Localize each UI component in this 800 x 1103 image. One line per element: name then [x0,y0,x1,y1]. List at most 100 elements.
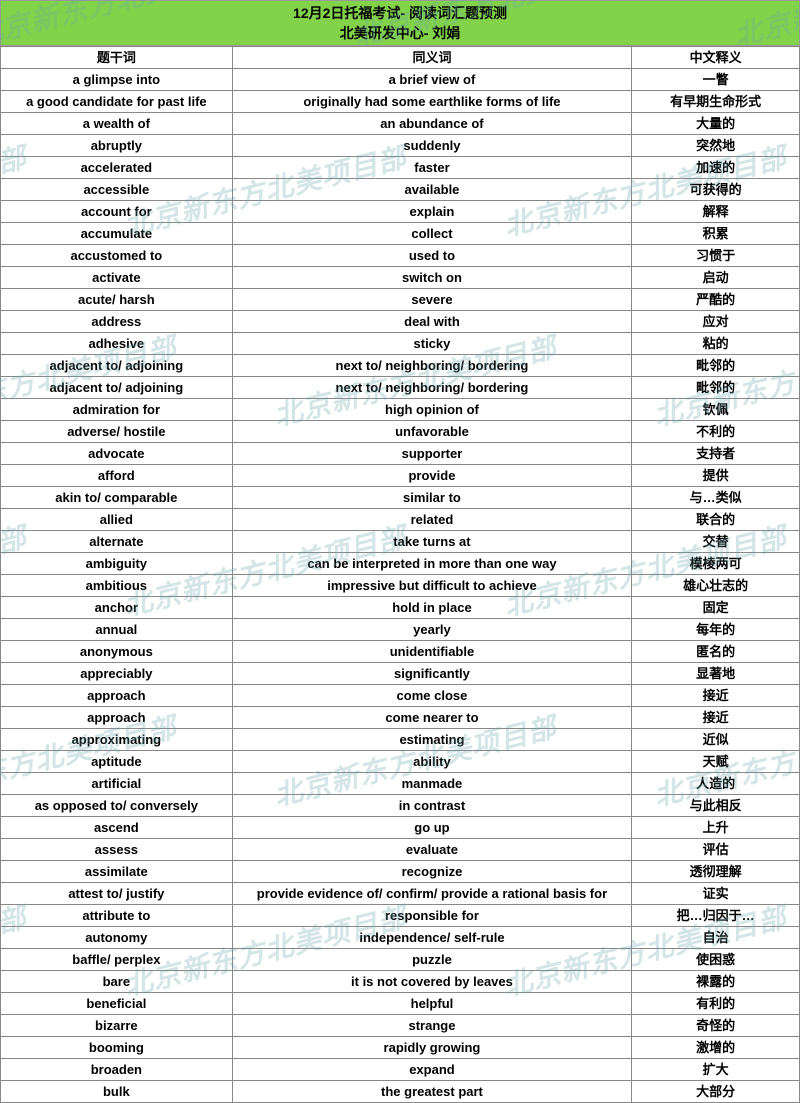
col-header-synonym: 同义词 [232,47,632,69]
table-cell: allied [1,509,233,531]
table-cell: beneficial [1,993,233,1015]
table-row: autonomyindependence/ self-rule自治 [1,927,800,949]
table-body: a glimpse intoa brief view of一瞥a good ca… [1,69,800,1103]
table-cell: 与…类似 [632,487,800,509]
table-cell: 奇怪的 [632,1015,800,1037]
table-cell: next to/ neighboring/ bordering [232,377,632,399]
table-cell: 显著地 [632,663,800,685]
table-cell: 把…归因于… [632,905,800,927]
table-cell: advocate [1,443,233,465]
table-cell: ascend [1,817,233,839]
table-cell: a wealth of [1,113,233,135]
table-cell: 扩大 [632,1059,800,1081]
table-row: approachcome nearer to接近 [1,707,800,729]
table-cell: severe [232,289,632,311]
table-cell: collect [232,223,632,245]
table-row: acute/ harshsevere严酷的 [1,289,800,311]
table-row: broadenexpand扩大 [1,1059,800,1081]
table-cell: ability [232,751,632,773]
table-cell: used to [232,245,632,267]
table-cell: 不利的 [632,421,800,443]
table-cell: supporter [232,443,632,465]
table-row: attest to/ justifyprovide evidence of/ c… [1,883,800,905]
table-cell: 突然地 [632,135,800,157]
table-cell: responsible for [232,905,632,927]
table-cell: 毗邻的 [632,355,800,377]
table-cell: expand [232,1059,632,1081]
table-cell: 裸露的 [632,971,800,993]
table-cell: accessible [1,179,233,201]
table-cell: 可获得的 [632,179,800,201]
table-cell: take turns at [232,531,632,553]
table-cell: bizarre [1,1015,233,1037]
table-cell: 透彻理解 [632,861,800,883]
table-cell: admiration for [1,399,233,421]
table-cell: available [232,179,632,201]
table-cell: in contrast [232,795,632,817]
table-cell: approximating [1,729,233,751]
table-cell: approach [1,707,233,729]
table-cell: 应对 [632,311,800,333]
table-cell: a good candidate for past life [1,91,233,113]
table-cell: similar to [232,487,632,509]
table-row: accustomed toused to习惯于 [1,245,800,267]
table-cell: 自治 [632,927,800,949]
table-cell: impressive but difficult to achieve [232,575,632,597]
table-cell: adhesive [1,333,233,355]
table-row: attribute toresponsible for把…归因于… [1,905,800,927]
col-header-meaning: 中文释义 [632,47,800,69]
table-cell: estimating [232,729,632,751]
table-cell: yearly [232,619,632,641]
table-cell: acute/ harsh [1,289,233,311]
table-row: abruptlysuddenly突然地 [1,135,800,157]
table-row: adjacent to/ adjoiningnext to/ neighbori… [1,377,800,399]
table-cell: it is not covered by leaves [232,971,632,993]
table-cell: an abundance of [232,113,632,135]
table-cell: a brief view of [232,69,632,91]
table-cell: bulk [1,1081,233,1103]
table-cell: evaluate [232,839,632,861]
table-row: approachcome close接近 [1,685,800,707]
table-row: baffle/ perplexpuzzle使困惑 [1,949,800,971]
table-row: acceleratedfaster加速的 [1,157,800,179]
header-title-line1: 12月2日托福考试- 阅读词汇题预测 [1,3,799,23]
table-row: approximatingestimating近似 [1,729,800,751]
table-cell: switch on [232,267,632,289]
table-cell: 每年的 [632,619,800,641]
table-cell: 近似 [632,729,800,751]
table-cell: bare [1,971,233,993]
table-cell: 联合的 [632,509,800,531]
table-cell: 大量的 [632,113,800,135]
document-header: 12月2日托福考试- 阅读词汇题预测 北美研发中心- 刘娟 [0,0,800,46]
table-row: adverse/ hostileunfavorable不利的 [1,421,800,443]
table-cell: attest to/ justify [1,883,233,905]
table-cell: anonymous [1,641,233,663]
table-cell: alternate [1,531,233,553]
table-cell: aptitude [1,751,233,773]
table-cell: sticky [232,333,632,355]
table-cell: 雄心壮志的 [632,575,800,597]
table-cell: significantly [232,663,632,685]
table-cell: 大部分 [632,1081,800,1103]
table-header-row: 题干词 同义词 中文释义 [1,47,800,69]
table-cell: accumulate [1,223,233,245]
table-cell: 激增的 [632,1037,800,1059]
table-row: appreciablysignificantly显著地 [1,663,800,685]
table-row: annualyearly每年的 [1,619,800,641]
table-cell: 与此相反 [632,795,800,817]
table-row: as opposed to/ converselyin contrast与此相反 [1,795,800,817]
table-cell: the greatest part [232,1081,632,1103]
table-cell: activate [1,267,233,289]
table-cell: booming [1,1037,233,1059]
table-row: aptitudeability天赋 [1,751,800,773]
table-cell: 证实 [632,883,800,905]
table-cell: appreciably [1,663,233,685]
table-cell: autonomy [1,927,233,949]
table-cell: ambitious [1,575,233,597]
table-cell: related [232,509,632,531]
table-cell: as opposed to/ conversely [1,795,233,817]
table-row: adhesivesticky粘的 [1,333,800,355]
table-cell: go up [232,817,632,839]
table-row: addressdeal with应对 [1,311,800,333]
table-row: accessibleavailable可获得的 [1,179,800,201]
